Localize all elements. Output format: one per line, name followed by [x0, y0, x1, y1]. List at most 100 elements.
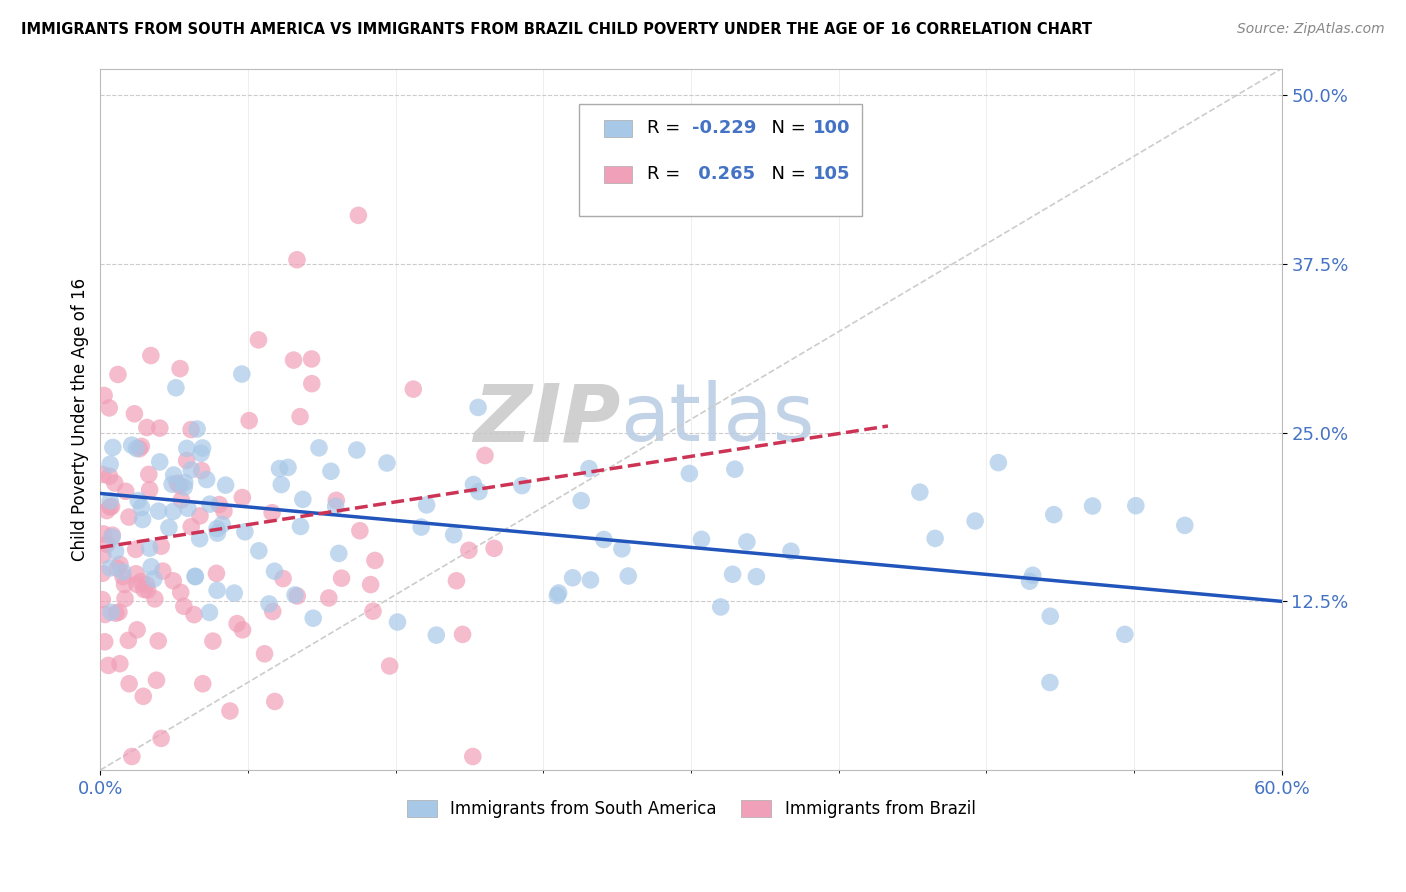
Point	[170, 493, 193, 508]
Point	[121, 749, 143, 764]
Point	[166, 476, 188, 491]
Point	[91, 467, 114, 482]
Point	[547, 586, 569, 600]
Point	[135, 577, 157, 591]
Text: atlas: atlas	[620, 380, 814, 458]
Point	[233, 524, 256, 539]
Point	[965, 514, 987, 528]
Point	[270, 477, 292, 491]
Point	[411, 520, 433, 534]
Point	[149, 455, 172, 469]
Point	[319, 464, 342, 478]
Point	[232, 623, 254, 637]
Point	[231, 367, 253, 381]
Point	[724, 462, 747, 476]
Point	[271, 572, 294, 586]
Point	[173, 475, 195, 490]
Point	[98, 561, 121, 575]
Point	[138, 541, 160, 556]
Point	[349, 524, 371, 538]
Text: 105: 105	[813, 165, 851, 184]
Point	[446, 574, 468, 588]
Point	[263, 564, 285, 578]
Point	[169, 361, 191, 376]
Point	[277, 460, 299, 475]
Point	[163, 468, 186, 483]
Point	[136, 583, 159, 598]
Point	[190, 446, 212, 460]
Point	[468, 484, 491, 499]
Point	[198, 497, 221, 511]
Point	[247, 544, 270, 558]
Point	[114, 484, 136, 499]
Point	[132, 582, 155, 597]
Point	[318, 591, 340, 605]
Point	[721, 567, 744, 582]
Point	[180, 463, 202, 477]
Point	[183, 607, 205, 622]
Point	[361, 604, 384, 618]
Point	[177, 501, 200, 516]
Point	[100, 605, 122, 619]
Point	[190, 464, 212, 478]
Point	[107, 561, 129, 575]
Point	[157, 520, 180, 534]
Point	[98, 457, 121, 471]
Point	[924, 532, 946, 546]
Point	[301, 376, 323, 391]
Point	[325, 493, 347, 508]
Point	[118, 677, 141, 691]
Y-axis label: Child Poverty Under the Age of 16: Child Poverty Under the Age of 16	[72, 277, 89, 561]
Point	[143, 591, 166, 606]
Point	[735, 535, 758, 549]
Point	[176, 442, 198, 456]
Point	[690, 533, 713, 547]
Point	[91, 566, 114, 581]
Point	[561, 571, 583, 585]
Point	[425, 628, 447, 642]
Point	[162, 574, 184, 588]
Point	[184, 570, 207, 584]
Point	[1114, 627, 1136, 641]
Point	[205, 566, 228, 581]
Point	[94, 607, 117, 622]
FancyBboxPatch shape	[603, 166, 631, 183]
Point	[96, 503, 118, 517]
Point	[100, 500, 122, 514]
Point	[162, 504, 184, 518]
Point	[98, 469, 121, 483]
Point	[510, 478, 533, 492]
Point	[173, 480, 195, 494]
Point	[205, 522, 228, 536]
Point	[97, 658, 120, 673]
Point	[96, 537, 118, 551]
Point	[546, 589, 568, 603]
Point	[195, 473, 218, 487]
Point	[145, 673, 167, 688]
Point	[125, 542, 148, 557]
Point	[302, 611, 325, 625]
Point	[1022, 568, 1045, 582]
Point	[387, 615, 409, 629]
Point	[415, 498, 437, 512]
Point	[205, 583, 228, 598]
Point	[170, 585, 193, 599]
Point	[186, 422, 208, 436]
Text: R =: R =	[647, 165, 686, 184]
Point	[328, 546, 350, 560]
Point	[908, 485, 931, 500]
Point	[288, 409, 311, 424]
Point	[127, 623, 149, 637]
Point	[364, 553, 387, 567]
Point	[578, 461, 600, 475]
Point	[301, 351, 323, 366]
Point	[308, 441, 330, 455]
Point	[212, 504, 235, 518]
Point	[443, 528, 465, 542]
Point	[463, 477, 485, 491]
Point	[127, 493, 149, 508]
Point	[291, 492, 314, 507]
Text: -0.229: -0.229	[692, 120, 756, 137]
Point	[101, 441, 124, 455]
Point	[169, 478, 191, 492]
